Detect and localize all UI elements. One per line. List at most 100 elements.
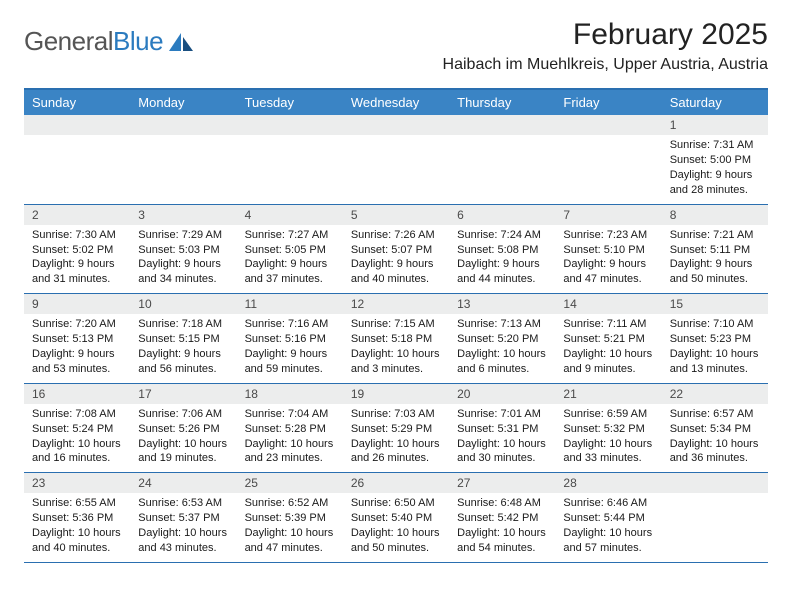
sunrise-line: Sunrise: 7:18 AM — [138, 317, 228, 332]
sunset-line: Sunset: 5:37 PM — [138, 511, 228, 526]
sunrise-line: Sunrise: 7:13 AM — [457, 317, 547, 332]
sunset-line: Sunset: 5:05 PM — [245, 243, 335, 258]
day-header: Sunday — [24, 90, 130, 115]
day-number: 21 — [555, 383, 661, 404]
sunrise-line: Sunrise: 6:55 AM — [32, 496, 122, 511]
sunset-line: Sunset: 5:20 PM — [457, 332, 547, 347]
sunset-line: Sunset: 5:34 PM — [670, 422, 760, 437]
sunset-line: Sunset: 5:29 PM — [351, 422, 441, 437]
daylight-line: Daylight: 10 hours and 47 minutes. — [245, 526, 335, 556]
sunrise-line: Sunrise: 7:08 AM — [32, 407, 122, 422]
sunrise-line: Sunrise: 7:24 AM — [457, 228, 547, 243]
sunrise-line: Sunrise: 7:30 AM — [32, 228, 122, 243]
day-cell: Sunrise: 6:50 AMSunset: 5:40 PMDaylight:… — [343, 493, 449, 562]
sunset-line: Sunset: 5:39 PM — [245, 511, 335, 526]
sunrise-line: Sunrise: 7:23 AM — [563, 228, 653, 243]
day-number: 23 — [24, 473, 130, 494]
content-row: Sunrise: 7:08 AMSunset: 5:24 PMDaylight:… — [24, 404, 768, 473]
sunset-line: Sunset: 5:24 PM — [32, 422, 122, 437]
daylight-line: Daylight: 9 hours and 53 minutes. — [32, 347, 122, 377]
day-cell: Sunrise: 6:59 AMSunset: 5:32 PMDaylight:… — [555, 404, 661, 473]
sunrise-line: Sunrise: 7:11 AM — [563, 317, 653, 332]
daylight-line: Daylight: 10 hours and 16 minutes. — [32, 437, 122, 467]
day-cell: Sunrise: 7:23 AMSunset: 5:10 PMDaylight:… — [555, 225, 661, 294]
day-cell: Sunrise: 7:20 AMSunset: 5:13 PMDaylight:… — [24, 314, 130, 383]
daylight-line: Daylight: 9 hours and 56 minutes. — [138, 347, 228, 377]
daylight-line: Daylight: 9 hours and 37 minutes. — [245, 257, 335, 287]
sail-icon — [167, 31, 195, 53]
day-cell: Sunrise: 7:11 AMSunset: 5:21 PMDaylight:… — [555, 314, 661, 383]
sunrise-line: Sunrise: 6:57 AM — [670, 407, 760, 422]
logo-part1: General — [24, 26, 113, 56]
day-header: Friday — [555, 90, 661, 115]
day-cell: Sunrise: 6:55 AMSunset: 5:36 PMDaylight:… — [24, 493, 130, 562]
sunset-line: Sunset: 5:07 PM — [351, 243, 441, 258]
day-cell: Sunrise: 7:10 AMSunset: 5:23 PMDaylight:… — [662, 314, 768, 383]
title-block: February 2025 Haibach im Muehlkreis, Upp… — [443, 18, 768, 74]
daylight-line: Daylight: 10 hours and 3 minutes. — [351, 347, 441, 377]
daylight-line: Daylight: 10 hours and 36 minutes. — [670, 437, 760, 467]
sunset-line: Sunset: 5:36 PM — [32, 511, 122, 526]
day-number: 26 — [343, 473, 449, 494]
sunset-line: Sunset: 5:15 PM — [138, 332, 228, 347]
day-cell — [449, 135, 555, 204]
day-cell: Sunrise: 7:08 AMSunset: 5:24 PMDaylight:… — [24, 404, 130, 473]
sunrise-line: Sunrise: 7:21 AM — [670, 228, 760, 243]
daylight-line: Daylight: 10 hours and 43 minutes. — [138, 526, 228, 556]
daylight-line: Daylight: 10 hours and 30 minutes. — [457, 437, 547, 467]
sunset-line: Sunset: 5:02 PM — [32, 243, 122, 258]
day-number: 17 — [130, 383, 236, 404]
daynum-row: 2345678 — [24, 204, 768, 225]
daylight-line: Daylight: 9 hours and 28 minutes. — [670, 168, 760, 198]
day-number: 3 — [130, 204, 236, 225]
daynum-row: 16171819202122 — [24, 383, 768, 404]
day-number: 2 — [24, 204, 130, 225]
day-cell — [343, 135, 449, 204]
daylight-line: Daylight: 10 hours and 19 minutes. — [138, 437, 228, 467]
month-title: February 2025 — [443, 18, 768, 52]
day-cell: Sunrise: 7:29 AMSunset: 5:03 PMDaylight:… — [130, 225, 236, 294]
sunset-line: Sunset: 5:42 PM — [457, 511, 547, 526]
day-number: 27 — [449, 473, 555, 494]
day-cell — [130, 135, 236, 204]
sunrise-line: Sunrise: 7:04 AM — [245, 407, 335, 422]
day-cell: Sunrise: 7:06 AMSunset: 5:26 PMDaylight:… — [130, 404, 236, 473]
day-number: 24 — [130, 473, 236, 494]
location: Haibach im Muehlkreis, Upper Austria, Au… — [443, 56, 768, 74]
day-number: 25 — [237, 473, 343, 494]
day-header: Monday — [130, 90, 236, 115]
daylight-line: Daylight: 9 hours and 31 minutes. — [32, 257, 122, 287]
day-cell — [24, 135, 130, 204]
day-number: 1 — [662, 115, 768, 135]
day-number: 13 — [449, 294, 555, 315]
sunset-line: Sunset: 5:10 PM — [563, 243, 653, 258]
day-number: 5 — [343, 204, 449, 225]
day-header: Wednesday — [343, 90, 449, 115]
day-header: Tuesday — [237, 90, 343, 115]
day-number: 4 — [237, 204, 343, 225]
sunset-line: Sunset: 5:23 PM — [670, 332, 760, 347]
day-cell: Sunrise: 7:16 AMSunset: 5:16 PMDaylight:… — [237, 314, 343, 383]
daylight-line: Daylight: 10 hours and 6 minutes. — [457, 347, 547, 377]
sunrise-line: Sunrise: 6:53 AM — [138, 496, 228, 511]
daynum-row: 9101112131415 — [24, 294, 768, 315]
day-cell: Sunrise: 7:18 AMSunset: 5:15 PMDaylight:… — [130, 314, 236, 383]
day-cell: Sunrise: 7:04 AMSunset: 5:28 PMDaylight:… — [237, 404, 343, 473]
day-number — [662, 473, 768, 494]
calendar-table: SundayMondayTuesdayWednesdayThursdayFrid… — [24, 90, 768, 563]
day-cell — [237, 135, 343, 204]
day-number: 14 — [555, 294, 661, 315]
day-cell: Sunrise: 6:53 AMSunset: 5:37 PMDaylight:… — [130, 493, 236, 562]
day-cell: Sunrise: 7:24 AMSunset: 5:08 PMDaylight:… — [449, 225, 555, 294]
sunset-line: Sunset: 5:18 PM — [351, 332, 441, 347]
sunrise-line: Sunrise: 7:03 AM — [351, 407, 441, 422]
day-number — [237, 115, 343, 135]
daylight-line: Daylight: 9 hours and 47 minutes. — [563, 257, 653, 287]
header: GeneralBlue February 2025 Haibach im Mue… — [24, 18, 768, 82]
daylight-line: Daylight: 10 hours and 57 minutes. — [563, 526, 653, 556]
day-number: 18 — [237, 383, 343, 404]
daylight-line: Daylight: 10 hours and 26 minutes. — [351, 437, 441, 467]
sunrise-line: Sunrise: 6:52 AM — [245, 496, 335, 511]
daylight-line: Daylight: 10 hours and 9 minutes. — [563, 347, 653, 377]
sunset-line: Sunset: 5:26 PM — [138, 422, 228, 437]
